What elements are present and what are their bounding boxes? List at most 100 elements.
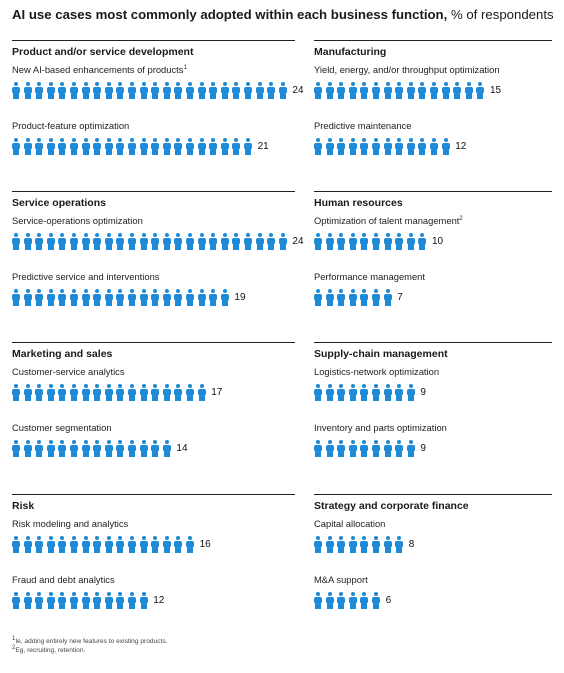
person-icon <box>70 536 78 553</box>
person-icon <box>70 233 78 250</box>
person-icon <box>58 233 67 250</box>
footnote-marker: 1 <box>183 64 187 71</box>
section-service-operations: Service operations Service-operations opt… <box>12 191 304 306</box>
use-case-label-text: Yield, energy, and/or throughput optimiz… <box>314 64 500 75</box>
person-icon <box>151 82 160 99</box>
person-icon <box>360 384 369 401</box>
person-icon <box>12 384 20 401</box>
person-icon <box>197 138 206 155</box>
person-icon <box>162 233 171 250</box>
person-icon <box>255 82 264 99</box>
value-label: 9 <box>420 443 426 454</box>
person-icon <box>360 289 369 306</box>
person-icon <box>337 592 346 609</box>
person-icon <box>162 82 171 99</box>
footnote-1: 1Ie, adding entirely new features to exi… <box>12 636 167 646</box>
person-icon <box>406 440 415 457</box>
chart-title-text: AI use cases most commonly adopted withi… <box>12 7 448 22</box>
person-icon <box>81 384 90 401</box>
person-icon <box>104 536 113 553</box>
section-heading: Service operations <box>12 191 295 210</box>
use-case-performance-management: Performance management 7 <box>314 271 564 306</box>
value-label: 8 <box>408 539 415 550</box>
person-icon <box>360 233 369 250</box>
person-icon <box>23 82 32 99</box>
person-icon <box>35 138 44 155</box>
person-icon <box>93 440 102 457</box>
person-icon <box>93 592 102 609</box>
person-icon <box>70 82 78 99</box>
use-case-label-text: Customer-service analytics <box>12 366 125 377</box>
use-case-label-text: Predictive service and interventions <box>12 271 160 282</box>
person-icon <box>93 536 102 553</box>
person-icon <box>12 138 20 155</box>
person-icon <box>70 592 78 609</box>
use-case-label: Predictive service and interventions <box>12 271 302 283</box>
person-icon <box>360 440 369 457</box>
person-icon <box>197 233 206 250</box>
person-icon <box>232 138 241 155</box>
person-icon <box>81 592 90 609</box>
person-icon <box>197 384 206 401</box>
person-icon <box>383 289 392 306</box>
person-icon <box>70 138 78 155</box>
person-icon <box>464 82 473 99</box>
use-case-label: Risk modeling and analytics <box>12 518 302 530</box>
person-icon <box>244 138 252 155</box>
person-icon <box>406 233 415 250</box>
person-icon <box>58 82 67 99</box>
use-case-label: New AI-based enhancements of products1 <box>12 64 302 76</box>
person-icon <box>93 384 102 401</box>
person-icon <box>372 384 380 401</box>
use-case-label: Optimization of talent management2 <box>314 215 564 227</box>
use-case-customer-segmentation: Customer segmentation 14 <box>12 422 302 457</box>
use-case-label-text: Customer segmentation <box>12 422 112 433</box>
person-icon <box>337 82 346 99</box>
footnote-2-mark: 2 <box>12 644 16 651</box>
person-icon <box>139 138 148 155</box>
value-label: 12 <box>153 595 165 606</box>
use-case-predictive-maintenance: Predictive maintenance 12 <box>314 120 564 155</box>
person-icon <box>151 138 160 155</box>
section-heading: Marketing and sales <box>12 342 295 361</box>
person-icon <box>128 592 136 609</box>
person-icon <box>46 82 55 99</box>
person-icon <box>139 536 148 553</box>
person-icon <box>314 592 322 609</box>
person-icon <box>395 233 404 250</box>
person-icon <box>128 440 136 457</box>
person-icon <box>128 233 136 250</box>
person-icon <box>337 138 346 155</box>
person-icon <box>348 138 357 155</box>
person-icon <box>23 384 32 401</box>
use-case-label: M&A support <box>314 574 564 586</box>
person-icon <box>46 289 55 306</box>
person-icon <box>162 384 171 401</box>
person-icon <box>197 82 206 99</box>
person-icon <box>278 82 287 99</box>
use-case-label-text: Risk modeling and analytics <box>12 518 129 529</box>
footnote-2-text: Eg, recruiting, retention. <box>15 647 86 654</box>
person-icon <box>348 82 357 99</box>
person-icon <box>93 82 102 99</box>
person-icon <box>104 440 113 457</box>
person-icon <box>186 289 194 306</box>
use-case-product-feature-optimization: Product-feature optimization 21 <box>12 120 302 155</box>
person-icon <box>372 536 380 553</box>
person-icon <box>151 289 160 306</box>
value-label: 24 <box>292 85 304 96</box>
person-icon <box>23 233 32 250</box>
value-label: 17 <box>211 387 223 398</box>
person-icon <box>325 289 334 306</box>
person-icon <box>325 384 334 401</box>
footnote-2: 2Eg, recruiting, retention. <box>12 644 167 655</box>
use-case-label: Logistics-network optimization <box>314 366 564 378</box>
use-case-label: Fraud and debt analytics <box>12 574 302 586</box>
person-icon <box>58 384 67 401</box>
person-icon <box>186 82 194 99</box>
person-icon <box>441 82 450 99</box>
section-heading: Product and/or service development <box>12 40 295 59</box>
person-icon <box>360 138 369 155</box>
person-icon <box>244 82 252 99</box>
person-icon <box>383 440 392 457</box>
